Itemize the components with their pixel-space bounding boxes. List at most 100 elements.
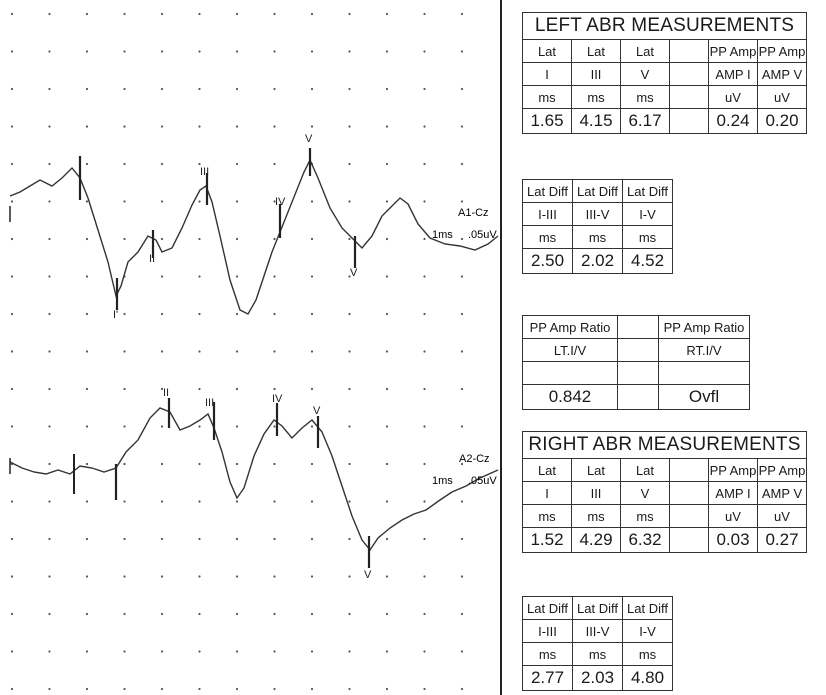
cell: ms: [522, 85, 572, 109]
grid-dot: [273, 237, 276, 241]
grid-dot: [273, 125, 276, 128]
cell: [669, 504, 709, 528]
cell: Lat Diff: [622, 596, 673, 620]
grid-dot: [123, 87, 126, 91]
peak-label: IV: [272, 393, 283, 405]
grid-dot: [235, 612, 239, 616]
grid-dot: [423, 650, 426, 653]
grid-dot: [160, 350, 164, 353]
grid-dot: [123, 200, 126, 203]
value-cell: 2.50: [522, 248, 573, 274]
cell: PP Amp: [708, 458, 758, 482]
grid-dot: [273, 612, 276, 616]
cell: III-V: [572, 202, 623, 226]
grid-dot: [310, 87, 314, 91]
grid-dot: [123, 387, 126, 391]
grid-dot: [273, 350, 276, 353]
grid-dot: [423, 612, 426, 616]
cell: ms: [622, 225, 673, 249]
cell: V: [620, 62, 670, 86]
grid-dot: [460, 575, 464, 578]
grid-dot: [48, 12, 51, 16]
cell: I-V: [622, 202, 673, 226]
grid-dot: [10, 350, 14, 353]
grid-dot: [273, 312, 276, 316]
grid-dot: [273, 50, 276, 53]
cell: ms: [522, 504, 572, 528]
grid-dot: [160, 537, 164, 541]
grid-dot: [273, 687, 276, 691]
grid-dot: [198, 162, 201, 166]
grid-dot: [310, 125, 314, 128]
cell: Lat: [522, 39, 572, 63]
grid-dot: [198, 500, 201, 503]
grid-dot: [198, 50, 201, 53]
grid-dot: [198, 275, 201, 278]
value-cell: 4.80: [622, 665, 673, 691]
grid-dot: [10, 612, 14, 616]
grid-dot: [198, 350, 201, 353]
grid-dot: [348, 537, 351, 541]
grid-dot: [423, 50, 426, 53]
left-abr-table: LEFT ABR MEASUREMENTS Lat Lat Lat PP Amp…: [522, 12, 807, 134]
grid-dot: [160, 312, 164, 316]
value-cell: 4.52: [622, 248, 673, 274]
grid-dot: [10, 200, 14, 203]
peak-label: V: [305, 133, 313, 145]
series-name-a1: A1-Cz: [458, 207, 489, 219]
grid-dot: [10, 537, 14, 541]
grid-dot: [85, 125, 89, 128]
grid-dot: [310, 50, 314, 53]
grid-dot: [85, 500, 89, 503]
waveform-a1-cz: [9, 158, 499, 315]
grid-dot: [460, 350, 464, 353]
grid-dot: [310, 12, 314, 16]
cell: ms: [572, 642, 623, 666]
grid-dot: [123, 575, 126, 578]
grid-dot: [460, 125, 464, 128]
cell: [669, 458, 709, 482]
peak-label: V: [350, 267, 358, 279]
grid-dot: [348, 500, 351, 503]
time-scale-a2: 1ms: [432, 475, 453, 487]
cell: PP Amp: [757, 39, 807, 63]
grid-dot: [460, 387, 464, 391]
grid-dot: [460, 200, 464, 203]
grid-dot: [310, 275, 314, 278]
grid-dot: [10, 87, 14, 91]
cell: Lat Diff: [522, 596, 573, 620]
grid-dot: [460, 312, 464, 316]
grid-dot: [48, 462, 51, 466]
grid-dot: [348, 312, 351, 316]
waveform-a2-cz: [9, 407, 499, 552]
grid-dot: [310, 387, 314, 391]
grid-dot: [460, 87, 464, 91]
grid-dot: [85, 87, 89, 91]
grid-dot: [273, 537, 276, 541]
grid-dot: [10, 237, 14, 241]
grid-dot: [48, 350, 51, 353]
peak-label: II: [163, 387, 169, 399]
grid-dot: [10, 12, 14, 16]
cell: Lat Diff: [572, 596, 623, 620]
cell: Lat: [620, 458, 670, 482]
value-cell: 0.842: [522, 384, 618, 410]
cell: I-V: [622, 619, 673, 643]
grid-dot: [423, 275, 426, 278]
grid-dot: [385, 387, 389, 391]
grid-dot: [198, 237, 201, 241]
grid-dot: [123, 425, 126, 428]
grid-dot: [235, 387, 239, 391]
right-lat-diff-table: Lat Diff Lat Diff Lat Diff I-III III-V I…: [522, 596, 673, 691]
grid-dot: [310, 200, 314, 203]
grid-dot: [235, 650, 239, 653]
grid-dot: [48, 237, 51, 241]
grid-dot: [85, 425, 89, 428]
grid-dot: [123, 687, 126, 691]
cell: AMP I: [708, 62, 758, 86]
grid-dot: [348, 275, 351, 278]
grid-dot: [160, 125, 164, 128]
grid-dot: [348, 162, 351, 166]
grid-dot: [160, 612, 164, 616]
